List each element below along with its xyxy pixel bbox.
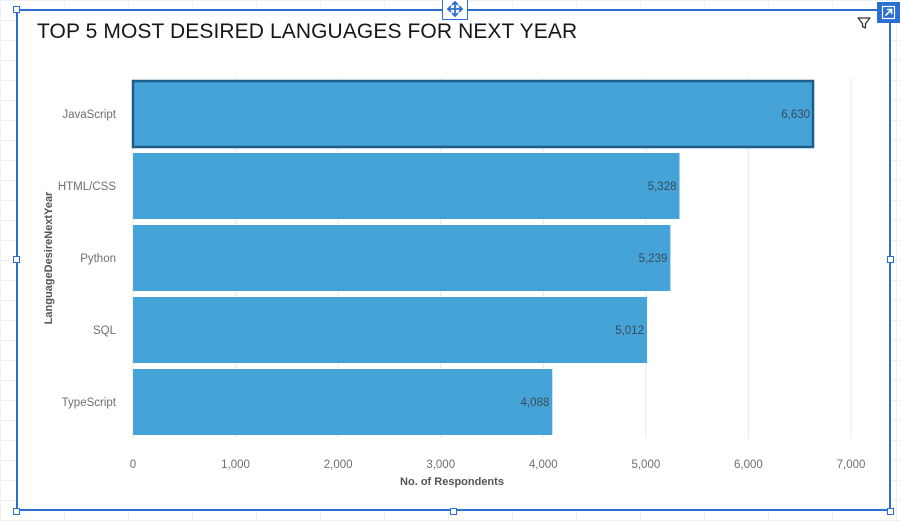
- move-handle[interactable]: [442, 0, 468, 20]
- resize-handle-top-left[interactable]: [13, 6, 20, 13]
- x-tick-label: 3,000: [426, 459, 455, 471]
- expand-button[interactable]: [877, 2, 900, 23]
- category-label: HTML/CSS: [58, 181, 116, 193]
- data-label: 5,328: [648, 181, 677, 193]
- filter-icon[interactable]: [856, 15, 872, 31]
- resize-handle-middle-left[interactable]: [13, 256, 20, 263]
- x-tick-label: 6,000: [734, 459, 763, 471]
- category-label: JavaScript: [62, 109, 116, 121]
- x-tick-label: 7,000: [837, 459, 866, 471]
- resize-handle-middle-right[interactable]: [887, 256, 894, 263]
- data-label: 4,088: [521, 397, 550, 409]
- data-label: 6,630: [781, 109, 810, 121]
- x-tick-label: 4,000: [529, 459, 558, 471]
- data-label: 5,012: [615, 325, 644, 337]
- category-label: TypeScript: [62, 397, 117, 409]
- bar[interactable]: [133, 369, 553, 435]
- data-label: 5,239: [639, 253, 668, 265]
- resize-handle-bottom-left[interactable]: [13, 508, 20, 515]
- x-tick-label: 0: [130, 459, 136, 471]
- expand-arrow-icon: [881, 5, 896, 20]
- x-tick-label: 5,000: [631, 459, 660, 471]
- y-axis-title: LanguageDesireNextYear: [43, 191, 55, 324]
- x-tick-label: 1,000: [221, 459, 250, 471]
- x-tick-label: 2,000: [324, 459, 353, 471]
- category-label: SQL: [93, 325, 117, 337]
- move-arrows-icon: [447, 1, 463, 17]
- bar[interactable]: [131, 79, 815, 149]
- resize-handle-bottom-center[interactable]: [450, 508, 457, 515]
- chart-title: TOP 5 MOST DESIRED LANGUAGES FOR NEXT YE…: [37, 20, 578, 43]
- bar[interactable]: [133, 225, 671, 291]
- x-axis-title: No. of Respondents: [400, 476, 504, 488]
- resize-handle-bottom-right[interactable]: [887, 508, 894, 515]
- bar[interactable]: [133, 153, 680, 219]
- bar[interactable]: [133, 297, 648, 363]
- category-label: Python: [80, 253, 116, 265]
